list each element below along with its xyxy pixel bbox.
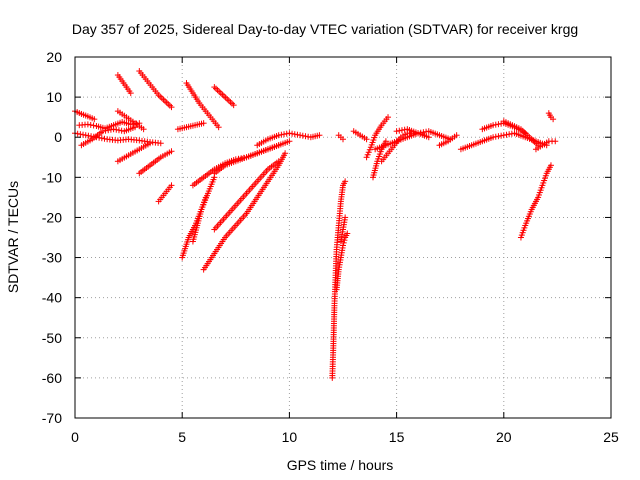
series-arc-5 <box>114 72 134 97</box>
series-arc-24 <box>335 132 346 143</box>
chart-title: Day 357 of 2025, Sidereal Day-to-day VTE… <box>72 21 578 37</box>
series-arc-12 <box>183 80 222 131</box>
y-tick-label: -20 <box>42 209 62 225</box>
x-tick-label: 15 <box>389 429 405 445</box>
series-arc-10 <box>155 182 175 205</box>
series-arc-22 <box>333 230 351 293</box>
series-arc-6 <box>136 68 175 111</box>
series-arc-13 <box>211 84 237 109</box>
series-arc-7 <box>114 108 147 133</box>
series-arc-16 <box>200 150 289 273</box>
x-tick-label: 20 <box>496 429 512 445</box>
series-arc-19 <box>211 138 293 177</box>
series-arc-26 <box>363 114 392 161</box>
series-arc-8 <box>114 140 154 165</box>
y-tick-label: 20 <box>46 49 62 65</box>
x-tick-label: 25 <box>603 429 619 445</box>
x-axis-label: GPS time / hours <box>287 457 394 473</box>
series-arc-25 <box>350 128 370 143</box>
data-points <box>72 68 559 381</box>
y-tick-label: 0 <box>54 129 62 145</box>
x-tick-label: 10 <box>282 429 298 445</box>
series-arc-23 <box>337 214 349 245</box>
y-tick-label: 10 <box>46 89 62 105</box>
series-arc-9 <box>136 148 175 177</box>
y-tick-label: -40 <box>42 290 62 306</box>
series-arc-15 <box>189 194 209 245</box>
series-arc-36 <box>545 110 557 123</box>
series-arc-31 <box>436 132 460 149</box>
series-arc-11 <box>174 120 207 133</box>
x-tick-label: 5 <box>178 429 186 445</box>
series-arc-20 <box>254 130 323 149</box>
y-tick-label: -60 <box>42 370 62 386</box>
y-tick-label: -10 <box>42 169 62 185</box>
x-tick-label: 0 <box>71 429 79 445</box>
plot-frame <box>74 56 612 419</box>
series-arc-1 <box>72 108 98 123</box>
series-arc-35 <box>532 138 559 153</box>
series-arc-17 <box>211 158 282 233</box>
series-arc-37 <box>517 162 554 241</box>
series-arc-21 <box>329 178 349 381</box>
series-arc-4 <box>78 124 139 149</box>
series-arc-34 <box>500 118 542 149</box>
series-arc-30 <box>393 126 432 141</box>
axis-ticks: 0 5 10 15 20 25 -70 -60 -50 -40 -30 -20 -10 0 10 20 <box>42 49 619 445</box>
y-tick-label: -70 <box>42 410 62 426</box>
y-tick-label: -50 <box>42 330 62 346</box>
y-tick-label: -30 <box>42 250 62 266</box>
y-axis-label: SDTVAR / TECUs <box>5 181 21 293</box>
